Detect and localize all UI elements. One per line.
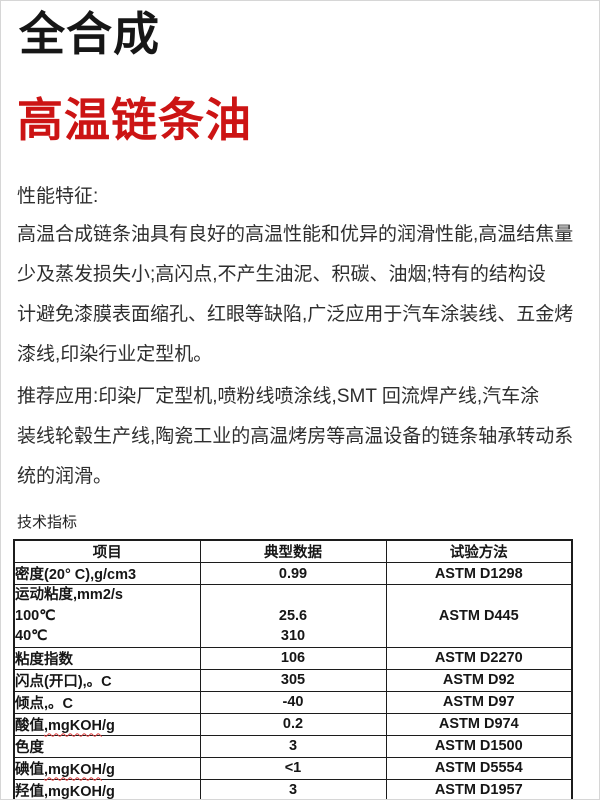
text-line: 装线轮毂生产线,陶瓷工业的高温烤房等高温设备的链条轴承转动系 <box>17 426 574 447</box>
cell-item: 酸值,mgKOH/g <box>13 712 201 736</box>
cell-item: 色度 <box>13 734 201 758</box>
cell-method: ASTM D1298 <box>385 562 573 585</box>
cell-item: 碘值,mgKOH/g <box>13 756 201 780</box>
cell-value: 0.99 <box>199 562 387 585</box>
spellcheck-underline: ,mgKOH <box>44 717 102 734</box>
table-row-viscosity: 运动粘度,mm2/s 100℃ 40℃ 25.6 310 ASTM D445 <box>13 584 573 648</box>
item-text: /g <box>102 717 115 734</box>
spec-table: 项目 典型数据 试验方法 密度(20° C),g/cm3 0.99 ASTM D… <box>13 539 573 800</box>
cell-item: 闪点(开口),。C <box>13 668 201 692</box>
text-line: 推荐应用:印染厂定型机,喷粉线喷涂线,SMT 回流焊产线,汽车涂 <box>17 386 540 407</box>
cell-method: ASTM D974 <box>385 712 573 736</box>
spec-table-heading: 技术指标 <box>17 514 78 531</box>
series-title: 全合成 <box>19 8 160 60</box>
cell-method: ASTM D2270 <box>385 646 573 670</box>
text-line: 运动粘度,mm2/s <box>15 587 123 603</box>
features-heading: 性能特征: <box>17 186 99 207</box>
text-line: 310 <box>280 628 306 644</box>
product-title: 高温链条油 <box>17 94 252 146</box>
table-row-acid-value: 酸值,mgKOH/g 0.2 ASTM D974 <box>13 712 573 736</box>
text-line: 统的润滑。 <box>17 466 113 487</box>
cell-method: ASTM D92 <box>385 668 573 692</box>
table-row-density: 密度(20° C),g/cm3 0.99 ASTM D1298 <box>13 562 573 585</box>
table-row-flash-point: 闪点(开口),。C 305 ASTM D92 <box>13 668 573 692</box>
cell-value: 0.2 <box>199 712 387 736</box>
item-text: 碘值 <box>15 761 44 778</box>
text-line: 25.6 <box>278 607 308 624</box>
text-line: 40℃ <box>15 628 48 644</box>
table-row-iodine-value: 碘值,mgKOH/g <1 ASTM D5554 <box>13 756 573 780</box>
text-line: 100℃ <box>15 607 56 624</box>
text-line <box>201 585 386 606</box>
cell-method: ASTM D445 <box>385 584 573 648</box>
cell-method: ASTM D1500 <box>385 734 573 758</box>
col-header-test-method: 试验方法 <box>385 539 573 563</box>
cell-method: ASTM D1957 <box>385 778 573 799</box>
table-row-pour-point: 倾点,。C -40 ASTM D97 <box>13 690 573 714</box>
cell-method: ASTM D5554 <box>385 756 573 780</box>
item-text: /g <box>102 783 115 800</box>
item-text: 酸值 <box>15 717 44 734</box>
spellcheck-underline: ,mgKOH <box>44 783 102 800</box>
table-row-hydroxyl-value: 羟值,mgKOH/g 3 ASTM D1957 <box>13 778 573 800</box>
item-text: /g <box>102 761 115 778</box>
cell-value: 305 <box>199 668 387 692</box>
spellcheck-underline: ,mgKOH <box>44 761 102 778</box>
cell-item: 粘度指数 <box>13 646 201 670</box>
cell-value: 25.6 310 <box>199 584 387 648</box>
cell-item: 密度(20° C),g/cm3 <box>13 562 201 585</box>
applications-paragraph: 推荐应用:印染厂定型机,喷粉线喷涂线,SMT 回流焊产线,汽车涂 装线轮毂生产线… <box>17 377 587 497</box>
table-row-viscosity-index: 粘度指数 106 ASTM D2270 <box>13 646 573 670</box>
cell-item: 倾点,。C <box>13 690 201 714</box>
cell-value: -40 <box>199 690 387 714</box>
table-header-row: 项目 典型数据 试验方法 <box>13 539 573 563</box>
features-paragraph: 高温合成链条油具有良好的高温性能和优异的润滑性能,高温结焦量 少及蒸发损失小;高… <box>17 215 587 375</box>
text-line: 少及蒸发损失小;高闪点,不产生油泥、积碳、油烟;特有的结构设 <box>17 264 546 285</box>
text-line: 高温合成链条油具有良好的高温性能和优异的润滑性能,高温结焦量 <box>17 224 574 245</box>
cell-value: 106 <box>199 646 387 670</box>
text-line: 计避免漆膜表面缩孔、红眼等缺陷,广泛应用于汽车涂装线、五金烤 <box>17 304 574 325</box>
cell-value: <1 <box>199 756 387 780</box>
cell-item: 羟值,mgKOH/g <box>13 778 201 800</box>
item-text: 羟值 <box>15 783 44 800</box>
table-row-color: 色度 3 ASTM D1500 <box>13 734 573 758</box>
cell-value: 3 <box>199 778 387 799</box>
col-header-item: 项目 <box>13 539 201 563</box>
cell-method: ASTM D97 <box>385 690 573 714</box>
col-header-typical-data: 典型数据 <box>199 539 387 563</box>
text-line: 漆线,印染行业定型机。 <box>17 344 213 365</box>
cell-value: 3 <box>199 734 387 758</box>
cell-item: 运动粘度,mm2/s 100℃ 40℃ <box>13 584 201 648</box>
